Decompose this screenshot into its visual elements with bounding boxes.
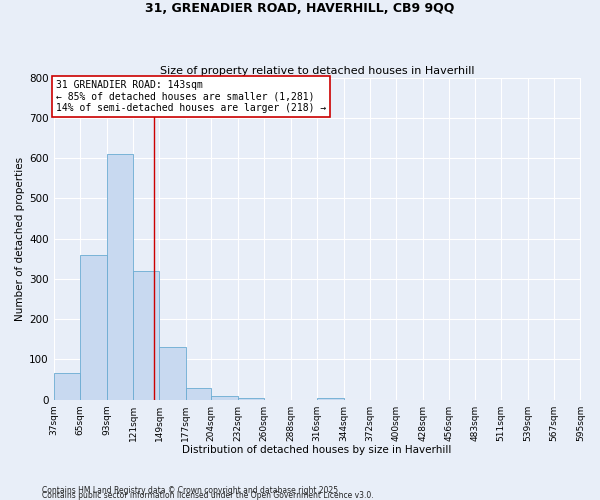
Bar xyxy=(133,271,160,400)
Text: Contains HM Land Registry data © Crown copyright and database right 2025.: Contains HM Land Registry data © Crown c… xyxy=(42,486,341,495)
Bar xyxy=(53,374,80,400)
Bar xyxy=(317,398,344,400)
Bar xyxy=(160,348,186,400)
Bar xyxy=(80,254,107,400)
X-axis label: Distribution of detached houses by size in Haverhill: Distribution of detached houses by size … xyxy=(182,445,452,455)
Bar xyxy=(107,154,133,400)
Y-axis label: Number of detached properties: Number of detached properties xyxy=(15,156,25,320)
Text: Contains public sector information licensed under the Open Government Licence v3: Contains public sector information licen… xyxy=(42,490,374,500)
Bar xyxy=(211,396,238,400)
Title: Size of property relative to detached houses in Haverhill: Size of property relative to detached ho… xyxy=(160,66,475,76)
Text: 31 GRENADIER ROAD: 143sqm
← 85% of detached houses are smaller (1,281)
14% of se: 31 GRENADIER ROAD: 143sqm ← 85% of detac… xyxy=(56,80,326,113)
Bar xyxy=(186,388,211,400)
Text: 31, GRENADIER ROAD, HAVERHILL, CB9 9QQ: 31, GRENADIER ROAD, HAVERHILL, CB9 9QQ xyxy=(145,2,455,16)
Bar xyxy=(238,398,264,400)
